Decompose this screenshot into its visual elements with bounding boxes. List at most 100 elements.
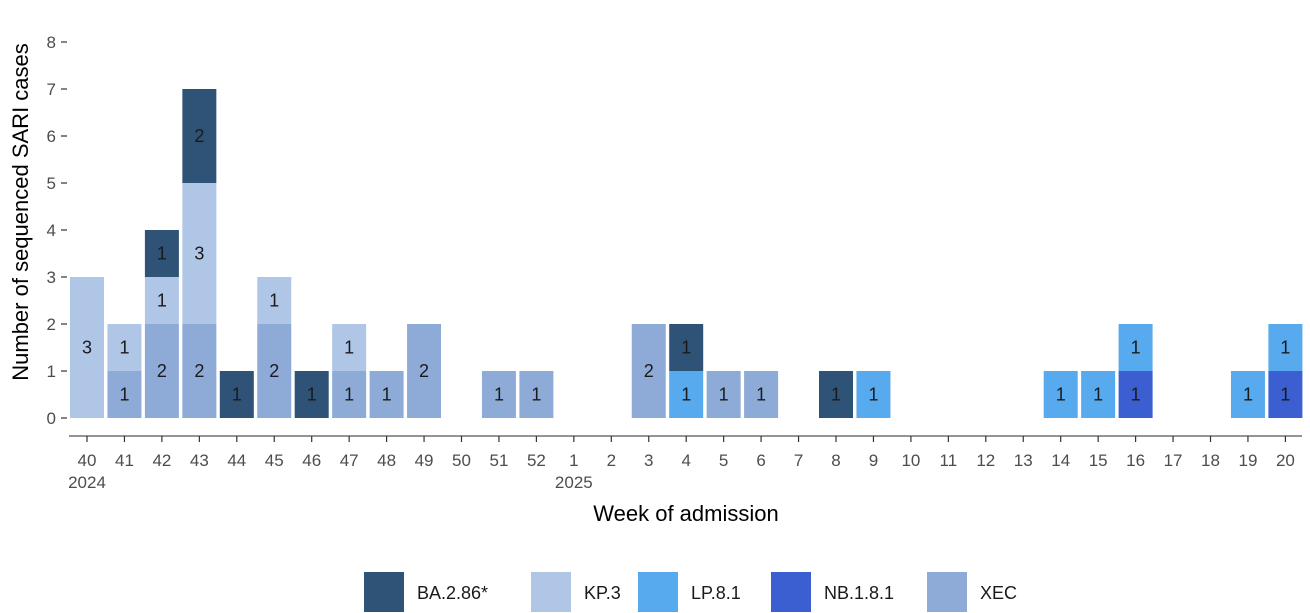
y-tick-label: 5 — [47, 174, 56, 193]
bar-value-label: 1 — [681, 338, 691, 358]
bar-value-label: 1 — [831, 385, 841, 405]
legend-label: KP.3 — [584, 583, 621, 603]
bar-segment — [182, 324, 217, 418]
bar-segment — [706, 371, 741, 418]
bar-segment — [669, 324, 704, 371]
x-tick-label: 42 — [152, 451, 171, 470]
x-tick-label: 1 — [569, 451, 578, 470]
bar-value-label: 1 — [719, 385, 729, 405]
bar-segment — [1118, 324, 1153, 371]
bar-segment — [1230, 371, 1265, 418]
bar-segment — [1043, 371, 1078, 418]
bar-value-label: 1 — [1093, 385, 1103, 405]
bar-segment — [144, 230, 179, 277]
bar-value-label: 1 — [119, 338, 129, 358]
bar-value-label: 1 — [382, 385, 392, 405]
x-tick-label: 20 — [1276, 451, 1295, 470]
bar-segment — [107, 324, 142, 371]
bar-value-label: 1 — [344, 338, 354, 358]
x-tick-label: 9 — [869, 451, 878, 470]
y-tick-label: 2 — [47, 315, 56, 334]
legend-swatch — [531, 572, 571, 612]
x-tick-label: 46 — [302, 451, 321, 470]
x-tick-label: 18 — [1201, 451, 1220, 470]
bar-segment — [481, 371, 516, 418]
bar-segment — [219, 371, 254, 418]
x-tick-label: 4 — [681, 451, 690, 470]
y-axis: 0 1 2 3 4 5 6 7 8 — [47, 33, 67, 428]
bar-segment — [669, 371, 704, 418]
bar-value-label: 1 — [119, 385, 129, 405]
legend-swatch — [638, 572, 678, 612]
x-tick-label: 47 — [340, 451, 359, 470]
bar-value-label: 2 — [157, 361, 167, 381]
bar-segment — [144, 324, 179, 418]
y-tick-label: 7 — [47, 80, 56, 99]
x-tick-label: 52 — [527, 451, 546, 470]
bar-segment — [744, 371, 779, 418]
x-tick-label: 11 — [940, 451, 958, 470]
bars: 3 1 1 2 1 1 2 3 2 1 2 1 1 1 1 1 2 1 1 2 1 1 1 1 1 1 1 1 1 1 1 1 1 — [70, 89, 1303, 418]
x-tick-label: 15 — [1089, 451, 1108, 470]
bar-value-label: 2 — [419, 361, 429, 381]
x-tick-label: 13 — [1014, 451, 1033, 470]
bar-value-label: 1 — [1243, 385, 1253, 405]
bar-value-label: 2 — [644, 361, 654, 381]
legend-swatch — [364, 572, 404, 612]
bar-value-label: 1 — [1056, 385, 1066, 405]
legend-label: BA.2.86* — [417, 583, 488, 603]
bar-segment — [856, 371, 891, 418]
bar-value-label: 1 — [1280, 338, 1290, 358]
bar-value-label: 1 — [1131, 385, 1141, 405]
legend-label: LP.8.1 — [691, 583, 741, 603]
x-tick-label: 2 — [607, 451, 616, 470]
y-tick-label: 3 — [47, 268, 56, 287]
bar-segment — [332, 324, 367, 371]
bar-segment — [107, 371, 142, 418]
bar-value-label: 2 — [269, 361, 279, 381]
bar-segment — [182, 89, 217, 183]
x-tick-label: 40 — [78, 451, 97, 470]
y-tick-label: 4 — [47, 221, 56, 240]
bar-segment — [1268, 324, 1303, 371]
x-tick-label: 50 — [452, 451, 471, 470]
legend-label: XEC — [980, 583, 1017, 603]
bar-value-label: 1 — [157, 244, 167, 264]
x-tick-label: 7 — [794, 451, 803, 470]
bar-value-label: 2 — [194, 126, 204, 146]
bar-segment — [257, 324, 292, 418]
y-tick-label: 0 — [47, 409, 56, 428]
x-axis: 40 41 42 43 44 45 46 47 48 49 50 51 52 1 2 3 4 5 6 7 8 9 10 11 1… — [68, 435, 1302, 492]
bar-segment — [819, 371, 853, 418]
bar-value-label: 1 — [157, 291, 167, 311]
bar-value-label: 1 — [1131, 338, 1141, 358]
bar-value-label: 1 — [531, 385, 541, 405]
x-tick-label: 41 — [115, 451, 134, 470]
x-tick-label: 14 — [1051, 451, 1070, 470]
x-tick-label: 3 — [644, 451, 653, 470]
x-tick-label: 8 — [831, 451, 840, 470]
x-tick-label: 19 — [1238, 451, 1257, 470]
bar-segment — [407, 324, 442, 418]
legend-label: NB.1.8.1 — [824, 583, 894, 603]
bar-segment — [1081, 371, 1116, 418]
bar-value-label: 1 — [232, 385, 242, 405]
x-tick-label: 43 — [190, 451, 209, 470]
bar-segment — [1268, 371, 1303, 418]
bar-value-label: 1 — [868, 385, 878, 405]
x-tick-label: 6 — [756, 451, 765, 470]
bar-segment — [182, 183, 217, 324]
bar-segment — [369, 371, 404, 418]
y-tick-label: 6 — [47, 127, 56, 146]
bar-value-label: 2 — [194, 361, 204, 381]
x-axis-title: Week of admission — [593, 501, 778, 526]
x-tick-label: 45 — [265, 451, 284, 470]
bar-value-label: 1 — [756, 385, 766, 405]
bar-segment — [70, 277, 104, 418]
bar-value-label: 1 — [269, 291, 279, 311]
y-axis-title: Number of sequenced SARI cases — [8, 43, 33, 381]
bar-segment — [631, 324, 666, 418]
x-tick-label: 17 — [1164, 451, 1183, 470]
x-tick-label: 10 — [901, 451, 920, 470]
